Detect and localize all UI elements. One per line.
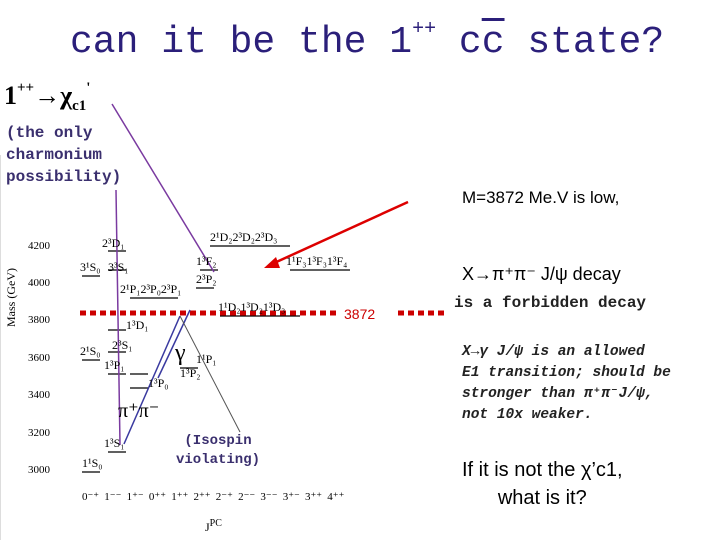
jpc-label: 2⁻⁻	[238, 491, 256, 503]
jpc-label: 3⁺⁺	[305, 491, 323, 503]
level-label: 1¹P₁	[196, 352, 217, 366]
level-label: 3¹S₀	[80, 260, 101, 274]
level-label: 2¹P₁2³P₀2³P₁	[120, 282, 182, 296]
callout-arrow: →	[34, 81, 61, 110]
pipi-label: π⁺π⁻	[118, 400, 160, 422]
y-tick-label: 3800	[28, 314, 50, 327]
level-label: 2¹D₂2³D₂2³D₃	[210, 230, 278, 244]
callout-sup: '	[86, 80, 91, 96]
level-label: 2³P₂	[196, 272, 217, 286]
title-text: state?	[504, 21, 665, 64]
jpc-label: 0⁺⁺	[148, 491, 167, 503]
arrow	[157, 309, 191, 379]
title-text: c	[481, 21, 505, 64]
arrow	[111, 103, 215, 273]
forbidden-text: is a forbidden decay	[454, 294, 647, 312]
callout: 1++→χc1 '	[4, 80, 90, 115]
jpc-label: 2⁻⁺	[215, 491, 233, 503]
note-line: (the only	[6, 124, 93, 142]
note-line: charmonium	[6, 146, 103, 164]
diagram-frame	[0, 155, 411, 540]
y-tick-label: 4200	[28, 239, 50, 252]
note-line: (Isospin	[184, 433, 252, 449]
jpc-label: 3⁻⁻	[260, 491, 278, 503]
callout-text: 1	[4, 81, 17, 110]
arrowhead	[264, 257, 280, 268]
x-title-sup: PC	[209, 518, 222, 529]
question-line: If it is not the χ’c1,	[462, 459, 623, 481]
levels	[82, 245, 350, 473]
level-label: 1³P₂	[180, 366, 201, 380]
jpc-label: 2⁺⁺	[193, 491, 211, 503]
y-axis-label: Mass (GeV)	[4, 268, 18, 327]
callout-sub: c1	[72, 98, 87, 115]
level-label: 2³D₁	[102, 236, 125, 250]
jpc-label: 3⁺⁻	[282, 491, 300, 503]
level-label: 3³S₁	[108, 260, 129, 274]
arrow	[115, 189, 121, 446]
y-tick-label: 3600	[28, 351, 50, 364]
x-title: J	[205, 520, 210, 534]
mass-marker-label: 3872	[344, 306, 376, 322]
x-axis-label: JPC	[205, 518, 222, 535]
jpc-label: 1⁺⁺	[171, 491, 189, 503]
question: If it is not the χ’c1, what is it?	[462, 456, 623, 512]
level-label: 1³P₀	[148, 376, 169, 390]
callout-note: (the only charmonium possibility)	[6, 122, 122, 188]
title-text: c	[458, 21, 482, 64]
arrow	[271, 200, 409, 266]
e1-line: E1 transition; should be	[462, 365, 671, 381]
level-label: 1¹F₃1³F₃1³F₄	[286, 254, 348, 268]
mass-note: M=3872 Me.V is low,	[462, 188, 620, 207]
title: can it be the 1++ cc state?	[70, 18, 664, 64]
e1-text: X→γ J/ψ is an allowed E1 transition; sho…	[462, 342, 671, 426]
y-tick-label: 3200	[28, 426, 50, 439]
title-sup: ++	[412, 18, 437, 41]
y-tick-label: 4000	[28, 277, 50, 289]
y-tick-label: 3400	[28, 389, 50, 402]
level-label: 1¹D₂1³D₂1³D₃	[218, 300, 286, 314]
jpc-label: 4⁺⁺	[327, 491, 345, 503]
level-label: 2³S₁	[112, 338, 133, 352]
title-text: can it be the 1	[70, 21, 413, 64]
gamma-label: γ	[175, 340, 186, 366]
decay-text: X→π⁺π⁻ J/ψ decay	[462, 264, 621, 284]
level-label: 1¹S₀	[82, 456, 103, 470]
level-label: 1³P₁	[104, 358, 125, 372]
jpc-label: 1⁺⁻	[126, 491, 144, 503]
e1-line: stronger than π⁺π⁻J/ψ,	[462, 386, 654, 402]
jpc-label: 0⁻⁺	[82, 491, 100, 503]
callout-text: χ	[60, 81, 73, 110]
level-label: 1³F₂	[196, 254, 217, 268]
note-line: violating)	[176, 452, 261, 468]
e1-line: X→γ J/ψ is an allowed	[462, 344, 645, 360]
callout-sup: ++	[17, 80, 35, 96]
note-line: possibility)	[6, 168, 122, 186]
question-line: what is it?	[497, 487, 587, 509]
e1-line: not 10x weaker.	[462, 407, 593, 423]
level-label: 1³D₁	[126, 318, 149, 332]
level-label: 1³S₁	[104, 436, 125, 450]
y-tick-label: 3000	[28, 464, 50, 476]
arrow	[123, 315, 181, 445]
isospin-note: (Isospin violating)	[176, 432, 260, 470]
level-label: 2¹S₀	[80, 344, 101, 358]
jpc-label: 1⁻⁻	[104, 491, 122, 503]
arrow	[179, 315, 241, 433]
